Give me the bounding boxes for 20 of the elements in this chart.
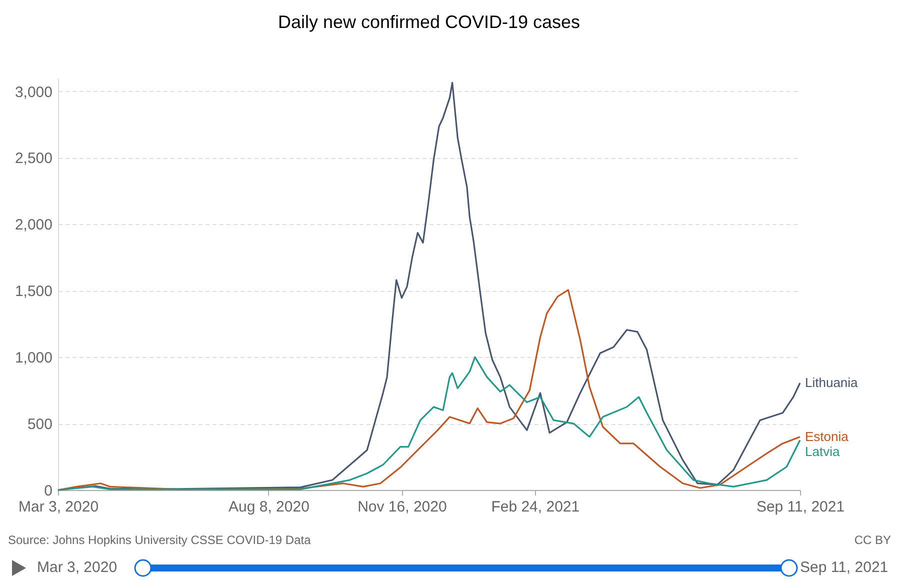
x-tick-label: Feb 24, 2021 (491, 498, 580, 516)
text: Mar 3, 2020 (37, 559, 118, 576)
y-tick-label: 1,500 (14, 283, 52, 300)
y-tick-label: 3,000 (14, 84, 52, 101)
text: CC BY (854, 533, 891, 547)
y-tick-label: 1,000 (14, 350, 52, 367)
series-label: Estonia (805, 428, 850, 444)
x-tick-label: Nov 16, 2020 (358, 498, 447, 516)
y-tick-label: 500 (27, 416, 52, 434)
source-note: Source: Johns Hopkins University CSSE COVID-19 Data (8, 533, 311, 547)
x-tick-label: Sep 11, 2021 (756, 498, 845, 516)
y-tick-label: 2,500 (14, 150, 52, 168)
x-tick-label: Aug 8, 2020 (228, 498, 310, 516)
text: Sep 11, 2021 (800, 559, 888, 576)
y-tick-label: 0 (44, 482, 52, 500)
series-label: Lithuania (805, 375, 859, 390)
y-tick-label: 2,000 (14, 216, 52, 234)
x-tick-label: Mar 3, 2020 (18, 498, 99, 516)
chart-title: Daily new confirmed COVID-19 cases (278, 12, 580, 32)
series-label: Latvia (805, 444, 840, 459)
